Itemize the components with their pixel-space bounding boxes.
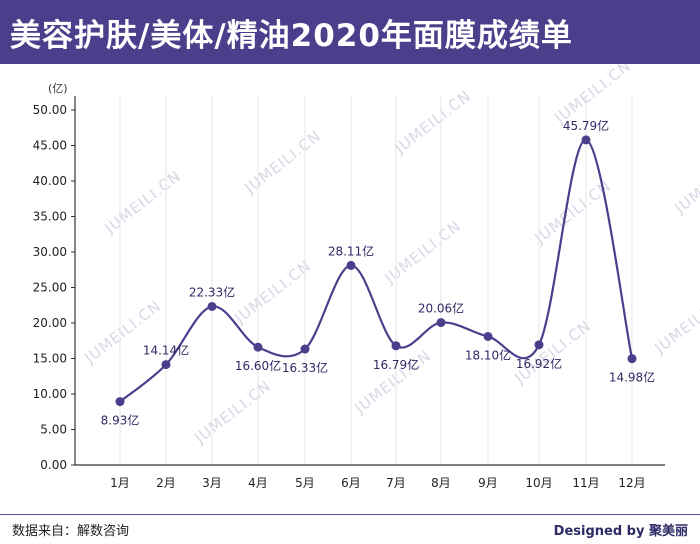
watermark-text: JUMEILI.CN — [391, 87, 475, 158]
y-tick-label: 45.00 — [33, 139, 67, 153]
designer-credit: Designed by 聚美丽 — [553, 524, 688, 539]
data-label: 16.33亿 — [282, 360, 328, 375]
data-label: 18.10亿 — [465, 347, 511, 362]
watermark-text: JUMEILI.CN — [231, 257, 315, 328]
title-bar: 美容护肤/美体/精油2020年面膜成绩单 — [0, 0, 700, 64]
y-tick-label: 10.00 — [33, 387, 67, 401]
page-title: 美容护肤/美体/精油2020年面膜成绩单 — [10, 17, 573, 54]
watermark-text: JUMEILI.CN — [191, 377, 275, 448]
x-tick-label: 8月 — [431, 476, 451, 490]
watermark-text: JUMEILI.CN — [511, 317, 595, 388]
x-tick-label: 1月 — [110, 476, 130, 490]
x-tick-label: 6月 — [341, 476, 361, 490]
y-tick-label: 20.00 — [33, 316, 67, 330]
data-point — [346, 260, 356, 270]
watermark-text: JUMEILI.CN — [651, 287, 700, 358]
y-tick-label: 40.00 — [33, 174, 67, 188]
data-point — [300, 344, 310, 354]
data-point — [627, 354, 637, 364]
data-point — [253, 342, 263, 352]
x-tick-label: 3月 — [202, 476, 222, 490]
x-tick-label: 7月 — [386, 476, 406, 490]
chart-area: JUMEILI.CN JUMEILI.CN JUMEILI.CN JUMEILI.CN… — [0, 57, 700, 514]
x-tick-label: 11月 — [572, 476, 599, 490]
watermark-text: JUMEILI.CN — [241, 127, 325, 198]
watermark-text: JUMEILI.CN — [381, 217, 465, 288]
data-label: 16.60亿 — [235, 358, 281, 373]
y-tick-label: 0.00 — [40, 458, 67, 472]
x-tick-label: 10月 — [525, 476, 552, 490]
data-point — [391, 341, 401, 351]
data-label: 28.11亿 — [328, 243, 374, 258]
data-label: 20.06亿 — [418, 301, 464, 316]
watermark-text: JUMEILI.CN — [101, 167, 185, 238]
data-point — [534, 340, 544, 350]
x-tick-label: 9月 — [478, 476, 498, 490]
y-tick-label: 25.00 — [33, 281, 67, 295]
data-source: 数据来自：解数咨询 — [12, 524, 130, 539]
data-label: 16.79亿 — [373, 357, 419, 372]
line-chart: JUMEILI.CN JUMEILI.CN JUMEILI.CN JUMEILI.CN… — [33, 57, 700, 490]
y-tick-label: 35.00 — [33, 210, 67, 224]
y-tick-label: 5.00 — [40, 423, 67, 437]
x-tick-label: 2月 — [156, 476, 176, 490]
data-point — [436, 318, 446, 328]
y-tick-label: 30.00 — [33, 245, 67, 259]
x-tick-label: 5月 — [295, 476, 315, 490]
y-tick-label: 50.00 — [33, 103, 67, 117]
data-point — [483, 331, 493, 341]
data-point — [207, 301, 217, 311]
data-point — [115, 397, 125, 407]
x-tick-label: 12月 — [618, 476, 645, 490]
y-tick-label: 15.00 — [33, 352, 67, 366]
x-tick-label: 4月 — [248, 476, 268, 490]
footer: 数据来自：解数咨询 Designed by 聚美丽 — [0, 515, 700, 544]
data-label: 22.33亿 — [189, 284, 235, 299]
data-label: 14.98亿 — [609, 370, 655, 385]
data-point — [161, 360, 171, 370]
y-unit-label: (亿) — [48, 82, 68, 95]
footer-divider — [0, 514, 700, 515]
data-label: 14.14亿 — [143, 343, 189, 358]
data-label: 8.93亿 — [101, 413, 140, 428]
data-point — [581, 135, 591, 145]
data-label: 45.79亿 — [563, 118, 609, 133]
data-label: 16.92亿 — [516, 356, 562, 371]
watermark-text: JUMEILI.CN — [671, 147, 700, 218]
